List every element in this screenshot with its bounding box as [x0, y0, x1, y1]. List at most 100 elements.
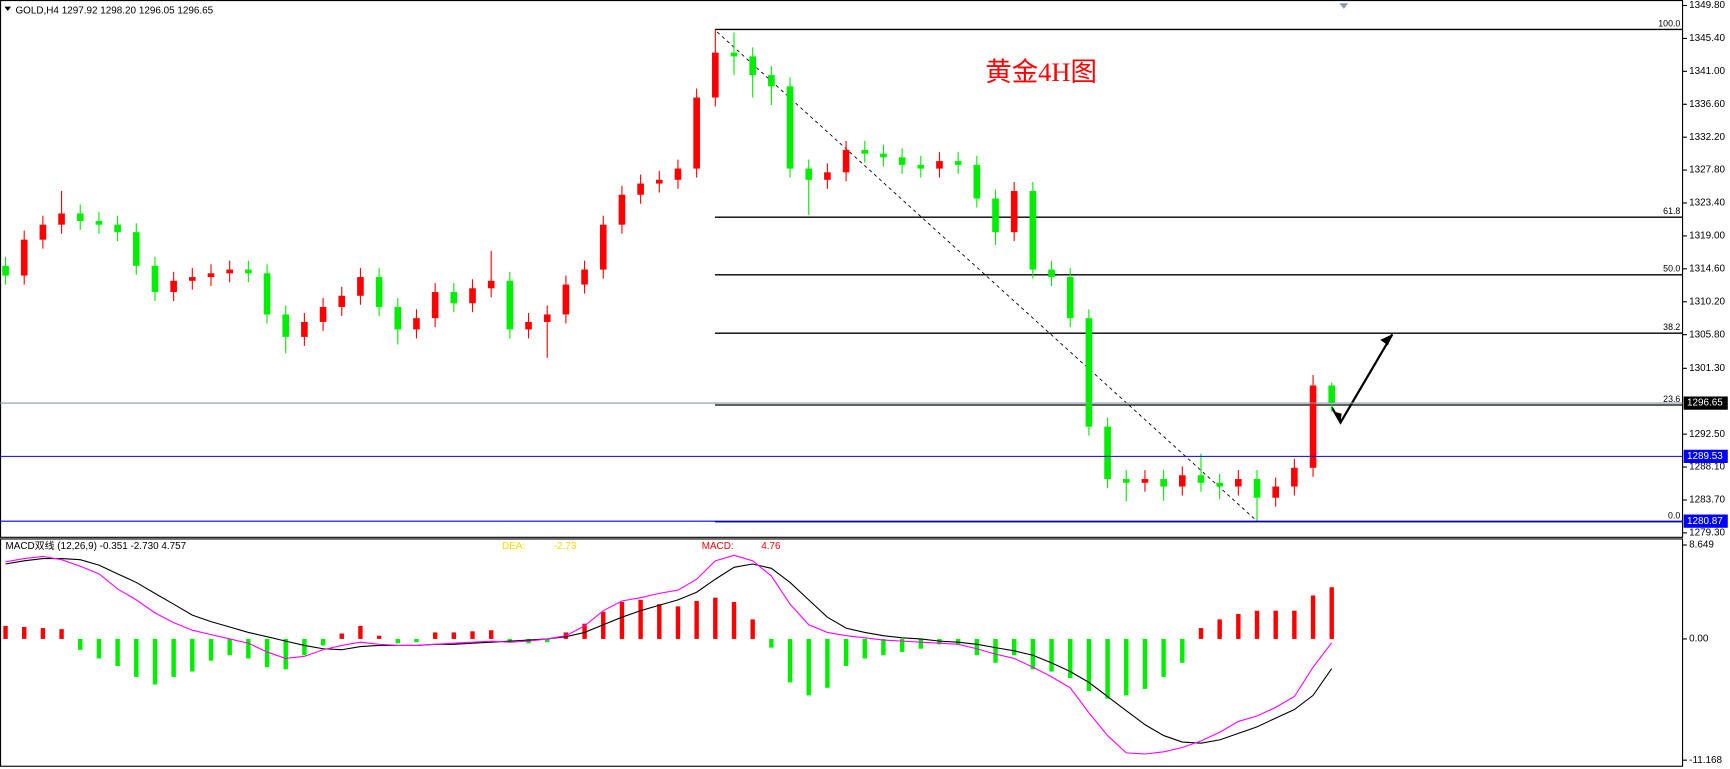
histogram-bar: [451, 632, 457, 639]
histogram-bar: [78, 638, 83, 650]
histogram-bar: [1086, 638, 1092, 692]
dea-label: DEA:: [502, 541, 525, 552]
histogram-bar: [1161, 638, 1166, 677]
candle-body: [786, 86, 794, 169]
fib-label: 50.0: [1663, 264, 1680, 274]
macd-panel: [0, 538, 1684, 767]
y-tick-label: 1345.40: [1689, 33, 1725, 44]
candle-body: [562, 284, 570, 315]
candle-body: [170, 280, 177, 293]
histogram-bar: [1124, 638, 1129, 696]
macd-value: 4.76: [761, 541, 781, 552]
histogram-bar: [1329, 587, 1334, 639]
candle-body: [655, 179, 663, 184]
y-tick-label: 1319.00: [1689, 231, 1725, 242]
histogram-bar: [619, 602, 625, 639]
candle-body: [245, 269, 252, 274]
candle-body: [543, 314, 551, 322]
histogram-bar: [862, 638, 867, 659]
candle-body: [1029, 191, 1037, 270]
histogram-bar: [1254, 610, 1260, 639]
candle-body: [712, 52, 719, 98]
histogram-bar: [1068, 638, 1073, 679]
fib-label: 61.8: [1663, 206, 1680, 216]
macd-line: [5, 554, 1333, 755]
candle-body: [1160, 479, 1167, 487]
candle-body: [581, 269, 588, 285]
y-tick-label: 1279.30: [1689, 528, 1725, 539]
candle-body: [730, 52, 738, 57]
histogram-bar: [918, 638, 924, 649]
histogram-bar: [638, 599, 643, 639]
y-tick-label: 1314.60: [1689, 263, 1725, 274]
histogram-bar: [115, 638, 120, 667]
histogram-bar: [582, 623, 587, 639]
candle-body: [338, 295, 346, 307]
candle-body: [1104, 426, 1111, 480]
candle-body: [599, 224, 607, 270]
y-tick-label: 1327.80: [1689, 165, 1725, 176]
candle-body: [749, 56, 756, 76]
histogram-bar: [470, 631, 475, 639]
y-tick-label: 1288.10: [1689, 462, 1725, 473]
histogram-bar: [1105, 638, 1110, 699]
candle-body: [1309, 385, 1317, 468]
candle-body: [1272, 486, 1280, 498]
candle-body: [1141, 479, 1149, 483]
candle-body: [207, 273, 215, 278]
candle-body: [842, 149, 850, 173]
histogram-bar: [96, 638, 102, 659]
histogram-bar: [545, 638, 550, 643]
candle-body: [861, 149, 869, 154]
chart-title: GOLD,H4 1297.92 1298.20 1296.05 1296.65: [15, 6, 213, 17]
y-tick-label: 1310.20: [1689, 296, 1725, 307]
price-box: [1683, 449, 1728, 463]
histogram-bar: [750, 619, 755, 639]
histogram-bar: [171, 638, 176, 677]
candle-body: [263, 273, 271, 315]
histogram-bar: [432, 632, 438, 639]
histogram-bar: [1292, 610, 1297, 639]
fib-label: 0.0: [1668, 510, 1680, 520]
main-panel: [0, 0, 1684, 538]
histogram-bar: [731, 602, 737, 639]
histogram-bar: [1030, 638, 1036, 670]
histogram-bar: [152, 638, 158, 685]
candle-body: [917, 164, 925, 169]
candle-body: [319, 306, 327, 322]
price-box-label: 1289.53: [1687, 451, 1723, 462]
candle-body: [282, 314, 290, 337]
histogram-bar: [227, 638, 232, 656]
histogram-bar: [1180, 638, 1185, 663]
candle-body: [936, 161, 943, 169]
histogram-bar: [806, 638, 811, 696]
histogram-bar: [899, 638, 905, 652]
candle-body: [768, 75, 775, 87]
candle-body: [1197, 475, 1205, 483]
candle-body: [301, 321, 308, 337]
candle-body: [394, 306, 402, 330]
candle-body: [95, 220, 103, 225]
candle-body: [973, 164, 981, 199]
y-tick-label: 1349.80: [1689, 0, 1725, 11]
price-box: [1683, 396, 1728, 410]
candle-body: [1085, 318, 1093, 427]
histogram-bar: [264, 638, 270, 668]
candle-body: [637, 183, 644, 195]
candle-body: [431, 292, 439, 319]
candle-body: [469, 288, 476, 304]
candle-body: [20, 239, 28, 276]
histogram-bar: [1236, 613, 1241, 639]
candle-body: [805, 168, 813, 180]
candle-body: [880, 153, 887, 158]
histogram-bar: [134, 638, 139, 677]
candle-body: [898, 157, 906, 165]
histogram-bar: [769, 638, 774, 648]
candle-body: [151, 265, 159, 293]
histogram-bar: [1198, 628, 1204, 639]
histogram-bar: [787, 638, 793, 683]
y-tick-label: 0.00: [1689, 634, 1709, 645]
price-box: [1683, 514, 1728, 528]
histogram-bar: [1011, 638, 1017, 656]
